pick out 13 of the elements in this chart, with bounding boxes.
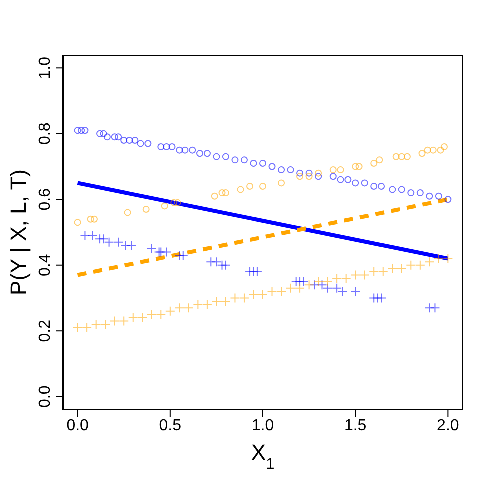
y-axis-title: P(Y | X, L, T)	[6, 170, 30, 296]
y-tick-label: 0.4	[37, 254, 54, 276]
x-tick-label: 2.0	[437, 417, 460, 434]
y-tick-label: 1.0	[37, 56, 54, 80]
y-tick-label: 0.0	[37, 386, 54, 408]
x-tick-label: 1.5	[344, 417, 367, 434]
y-tick-label: 0.6	[37, 188, 54, 211]
x-tick-label: 1.0	[252, 417, 274, 434]
y-tick-label: 0.8	[37, 122, 54, 146]
x-tick-label: 0.5	[159, 417, 182, 434]
x-tick-label: 0.0	[66, 417, 90, 434]
x-axis-title: X$_{1}$	[251, 440, 275, 472]
y-tick-label: 0.2	[37, 320, 54, 342]
